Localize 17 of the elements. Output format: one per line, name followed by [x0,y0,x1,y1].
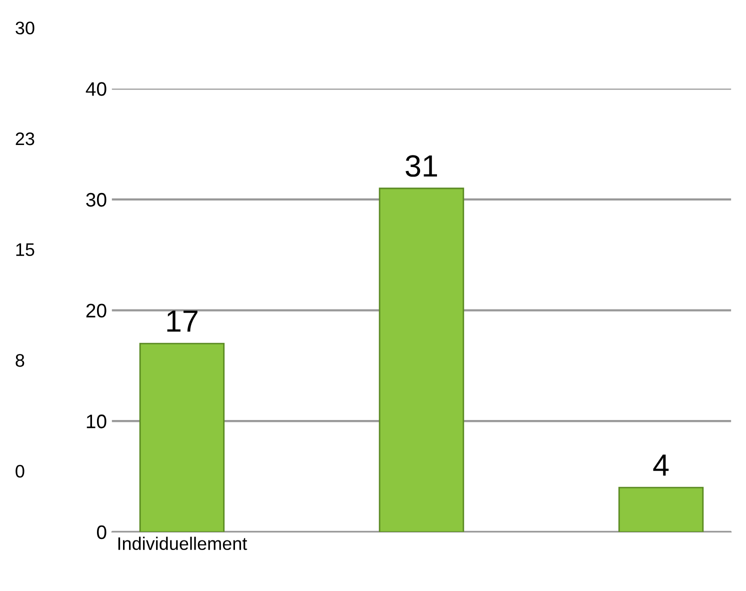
y-tick-label: 40 [86,82,106,96]
y-tick-label: 30 [86,192,106,207]
data-label: 17 [167,310,198,332]
text: 15 [16,243,34,256]
y-tick-label: 10 [86,414,106,428]
data-label: 4 [653,454,669,476]
y-tick-label: 20 [86,304,106,318]
text: 30 [16,22,34,34]
data-label: 31 [406,155,437,177]
y-tick-label: 0 [96,525,106,540]
text: 23 [16,132,34,146]
bar [618,486,704,532]
text: 8 [16,354,24,367]
x-tick-label: Individuellement [118,536,248,550]
bar [378,188,464,532]
text: 0 [16,464,24,478]
bar [139,342,225,532]
